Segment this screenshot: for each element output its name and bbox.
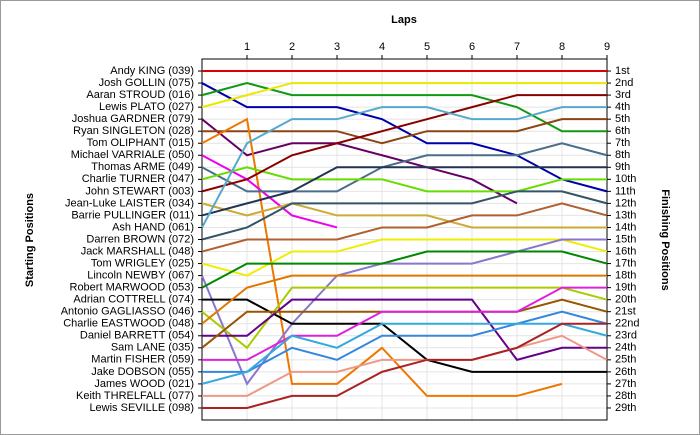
driver-label: Keith THRELFALL (077) xyxy=(76,390,194,402)
finish-label: 27th xyxy=(615,378,636,390)
finish-label: 22nd xyxy=(615,318,639,330)
finish-label: 21st xyxy=(615,306,636,318)
finish-label: 18th xyxy=(615,270,636,282)
x-tick-label: 1 xyxy=(244,41,250,53)
driver-label: Jake DOBSON (055) xyxy=(91,366,194,378)
driver-label: Jean-Luke LAISTER (034) xyxy=(65,197,194,209)
x-tick-label: 7 xyxy=(514,41,520,53)
driver-label: Tom WRIGLEY (025) xyxy=(91,257,194,269)
driver-line xyxy=(201,202,608,253)
driver-label: Josh GOLLIN (075) xyxy=(99,77,194,89)
finish-label: 29th xyxy=(615,402,636,414)
y-axis-title: Starting Positions xyxy=(24,193,36,287)
driver-label: Lincoln NEWBY (067) xyxy=(87,270,194,282)
finish-label: 6th xyxy=(615,125,630,137)
driver-label: Thomas ARME (049) xyxy=(91,161,194,173)
driver-line xyxy=(202,298,607,361)
driver-line xyxy=(201,94,607,193)
driver-line xyxy=(201,166,607,193)
driver-label: John STEWART (003) xyxy=(85,185,194,197)
driver-label: Sam LANE (035) xyxy=(111,342,194,354)
driver-label: Andy KING (039) xyxy=(110,65,194,77)
driver-line xyxy=(201,322,608,385)
x-tick-label: 3 xyxy=(334,41,340,53)
driver-label: Antonio GAGLIASSO (046) xyxy=(61,306,194,318)
driver-line xyxy=(202,334,608,397)
finish-label: 4th xyxy=(615,101,630,113)
driver-label: Ryan SINGLETON (028) xyxy=(73,125,194,137)
x-tick-label: 2 xyxy=(289,41,295,53)
driver-line xyxy=(202,322,607,409)
driver-line xyxy=(201,274,607,325)
driver-label: Daniel BARRETT (054) xyxy=(80,330,194,342)
driver-line xyxy=(201,202,607,229)
driver-label: Lewis SEVILLE (098) xyxy=(89,402,194,414)
finish-label: 2nd xyxy=(615,77,633,89)
finish-label: 15th xyxy=(615,233,636,245)
driver-label: Aaran STROUD (016) xyxy=(86,89,194,101)
driver-label: Ash HAND (061) xyxy=(112,221,194,233)
driver-label: Robert MARWOOD (053) xyxy=(70,282,195,294)
finish-label: 5th xyxy=(615,113,630,125)
finish-label: 14th xyxy=(615,221,636,233)
x-axis-title: Laps xyxy=(391,14,417,26)
finish-label: 20th xyxy=(615,294,636,306)
driver-label: Darren BROWN (072) xyxy=(86,233,194,245)
finish-label: 19th xyxy=(615,282,636,294)
driver-line xyxy=(201,190,608,241)
driver-label: Charlie EASTWOOD (048) xyxy=(63,318,194,330)
finish-label: 1st xyxy=(615,65,630,77)
finish-label: 28th xyxy=(615,390,636,402)
finish-label: 8th xyxy=(615,149,630,161)
driver-line xyxy=(202,310,608,373)
driver-label: Adrian COTTRELL (074) xyxy=(73,294,194,306)
driver-line xyxy=(201,117,563,397)
x-tick-label: 4 xyxy=(379,41,385,53)
y2-axis-title: Finishing Positions xyxy=(659,189,671,290)
finish-label: 13th xyxy=(615,209,636,221)
x-tick-label: 5 xyxy=(424,41,430,53)
driver-line xyxy=(201,142,608,193)
driver-label: Charlie TURNER (047) xyxy=(82,173,194,185)
driver-line xyxy=(201,118,518,205)
driver-label: Michael VARRIALE (050) xyxy=(71,149,194,161)
driver-label: Barrie PULLINGER (011) xyxy=(71,209,194,221)
driver-label: Joshua GARDNER (079) xyxy=(72,113,194,125)
x-tick-label: 8 xyxy=(559,41,565,53)
finish-label: 25th xyxy=(615,354,636,366)
finish-label: 16th xyxy=(615,245,636,257)
driver-line xyxy=(202,286,607,361)
finish-label: 11th xyxy=(615,185,636,197)
finish-label: 12th xyxy=(615,197,636,209)
finish-label: 3rd xyxy=(615,89,631,101)
driver-line xyxy=(201,82,607,109)
driver-label: Lewis PLATO (027) xyxy=(99,101,194,113)
finish-label: 17th xyxy=(615,257,636,269)
finish-label: 24th xyxy=(615,342,636,354)
finish-label: 10th xyxy=(615,173,636,185)
finish-label: 7th xyxy=(615,137,630,149)
driver-label: Jack MARSHALL (048) xyxy=(81,245,194,257)
finish-label: 9th xyxy=(615,161,630,173)
x-tick-label: 9 xyxy=(604,41,610,53)
x-tick-label: 6 xyxy=(469,41,475,53)
finish-label: 23rd xyxy=(615,330,637,342)
finish-label: 26th xyxy=(615,366,636,378)
driver-line xyxy=(201,166,607,217)
driver-label: Martin FISHER (059) xyxy=(91,354,194,366)
driver-line xyxy=(201,106,607,228)
driver-label: James WOOD (021) xyxy=(94,378,194,390)
driver-label: Tom OLIPHANT (015) xyxy=(87,137,194,149)
driver-line xyxy=(201,250,608,289)
